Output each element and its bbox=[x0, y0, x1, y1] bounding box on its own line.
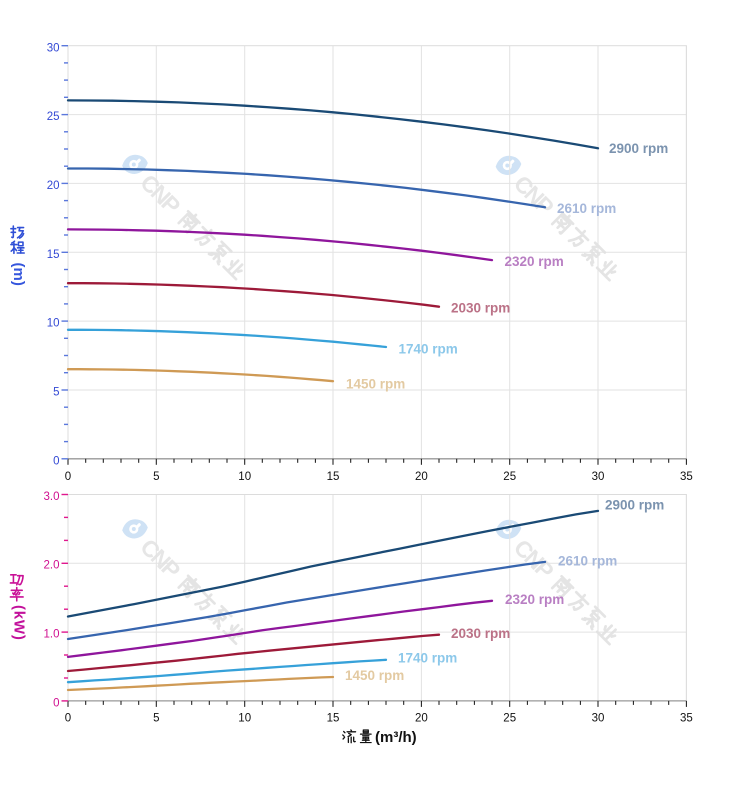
svg-text:(m): (m) bbox=[10, 263, 27, 286]
svg-text:3.0: 3.0 bbox=[44, 491, 60, 503]
svg-text:1450 rpm: 1450 rpm bbox=[346, 376, 405, 391]
svg-text:25: 25 bbox=[47, 111, 60, 123]
svg-text:20: 20 bbox=[415, 713, 428, 725]
svg-text:15: 15 bbox=[47, 249, 60, 261]
svg-text:15: 15 bbox=[327, 713, 340, 725]
svg-text:25: 25 bbox=[503, 713, 516, 725]
svg-text:1.0: 1.0 bbox=[44, 629, 60, 641]
svg-text:0: 0 bbox=[65, 713, 71, 725]
svg-text:2.0: 2.0 bbox=[44, 560, 60, 572]
svg-text:20: 20 bbox=[415, 471, 428, 483]
svg-text:10: 10 bbox=[238, 471, 251, 483]
svg-text:5: 5 bbox=[153, 471, 159, 483]
svg-text:2320 rpm: 2320 rpm bbox=[505, 592, 564, 607]
svg-text:1450 rpm: 1450 rpm bbox=[345, 668, 404, 683]
svg-text:30: 30 bbox=[47, 42, 60, 54]
svg-text:30: 30 bbox=[592, 713, 605, 725]
svg-text:0: 0 bbox=[53, 455, 59, 467]
svg-text:2610 rpm: 2610 rpm bbox=[557, 201, 616, 216]
svg-text:10: 10 bbox=[47, 318, 60, 330]
svg-text:35: 35 bbox=[680, 713, 693, 725]
svg-text:5: 5 bbox=[53, 387, 59, 399]
svg-text:(kW): (kW) bbox=[11, 605, 28, 641]
svg-text:2610 rpm: 2610 rpm bbox=[558, 554, 617, 569]
svg-text:15: 15 bbox=[327, 471, 340, 483]
svg-text:25: 25 bbox=[503, 471, 516, 483]
svg-text:1740 rpm: 1740 rpm bbox=[399, 341, 458, 356]
svg-text:20: 20 bbox=[47, 180, 60, 192]
svg-text:0: 0 bbox=[65, 471, 71, 483]
svg-text:(m³/h): (m³/h) bbox=[375, 729, 417, 746]
svg-text:2320 rpm: 2320 rpm bbox=[505, 254, 564, 269]
svg-text:35: 35 bbox=[680, 471, 693, 483]
svg-text:0: 0 bbox=[53, 697, 59, 709]
svg-text:5: 5 bbox=[153, 713, 159, 725]
svg-text:2900 rpm: 2900 rpm bbox=[609, 141, 668, 156]
svg-text:10: 10 bbox=[238, 713, 251, 725]
svg-text:2900 rpm: 2900 rpm bbox=[605, 498, 664, 513]
svg-text:1740 rpm: 1740 rpm bbox=[398, 650, 457, 665]
svg-text:2030 rpm: 2030 rpm bbox=[451, 300, 510, 315]
svg-text:2030 rpm: 2030 rpm bbox=[451, 626, 510, 641]
svg-text:30: 30 bbox=[592, 471, 605, 483]
